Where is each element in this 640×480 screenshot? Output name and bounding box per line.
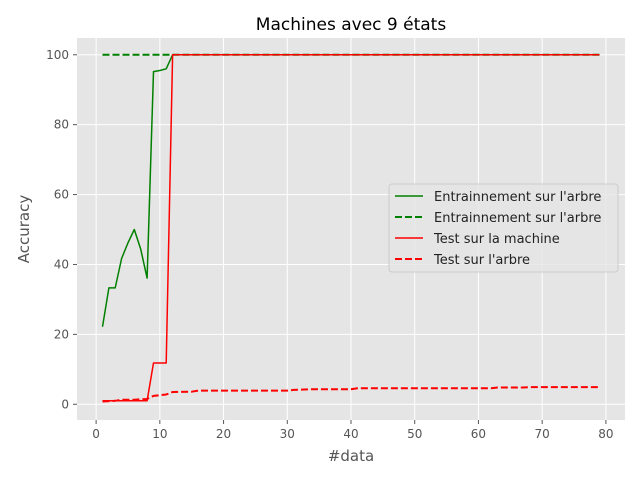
series-line-4: [102, 386, 600, 403]
x-tick-label: 80: [598, 427, 613, 441]
x-tick-label: 70: [535, 427, 550, 441]
series-lines: [101, 53, 600, 403]
x-tick-label: 10: [152, 427, 167, 441]
x-tick-label: 20: [216, 427, 231, 441]
y-tick-label: 80: [54, 118, 69, 132]
y-tick-label: 0: [61, 397, 69, 411]
x-tick-label: 0: [92, 427, 100, 441]
axis-ticks: 0 10 20 30 40 50 60 70 80 0 20 40 60 80 100: [46, 48, 613, 441]
x-tick-label: 50: [407, 427, 422, 441]
y-tick-label: 100: [46, 48, 69, 62]
chart-title: Machines avec 9 états: [256, 15, 447, 35]
y-tick-label: 40: [54, 257, 69, 271]
legend-entry-4: Test sur l'arbre: [433, 253, 530, 268]
series-line-3: [102, 54, 600, 402]
legend-entry-3: Test sur la machine: [433, 232, 560, 247]
y-tick-label: 60: [54, 188, 69, 202]
x-tick-label: 60: [471, 427, 486, 441]
x-tick-label: 30: [280, 427, 295, 441]
y-axis-label: Accuracy: [15, 195, 33, 264]
legend-entry-1: Entrainnement sur l'arbre: [434, 190, 601, 205]
legend-box: [388, 183, 619, 273]
y-tick-label: 20: [54, 327, 69, 341]
x-axis-label: #data: [328, 447, 374, 465]
legend: Entrainnement sur l'arbre Entrainnement s…: [388, 183, 619, 273]
legend-entry-2: Entrainnement sur l'arbre: [434, 211, 601, 226]
x-tick-label: 40: [343, 427, 358, 441]
